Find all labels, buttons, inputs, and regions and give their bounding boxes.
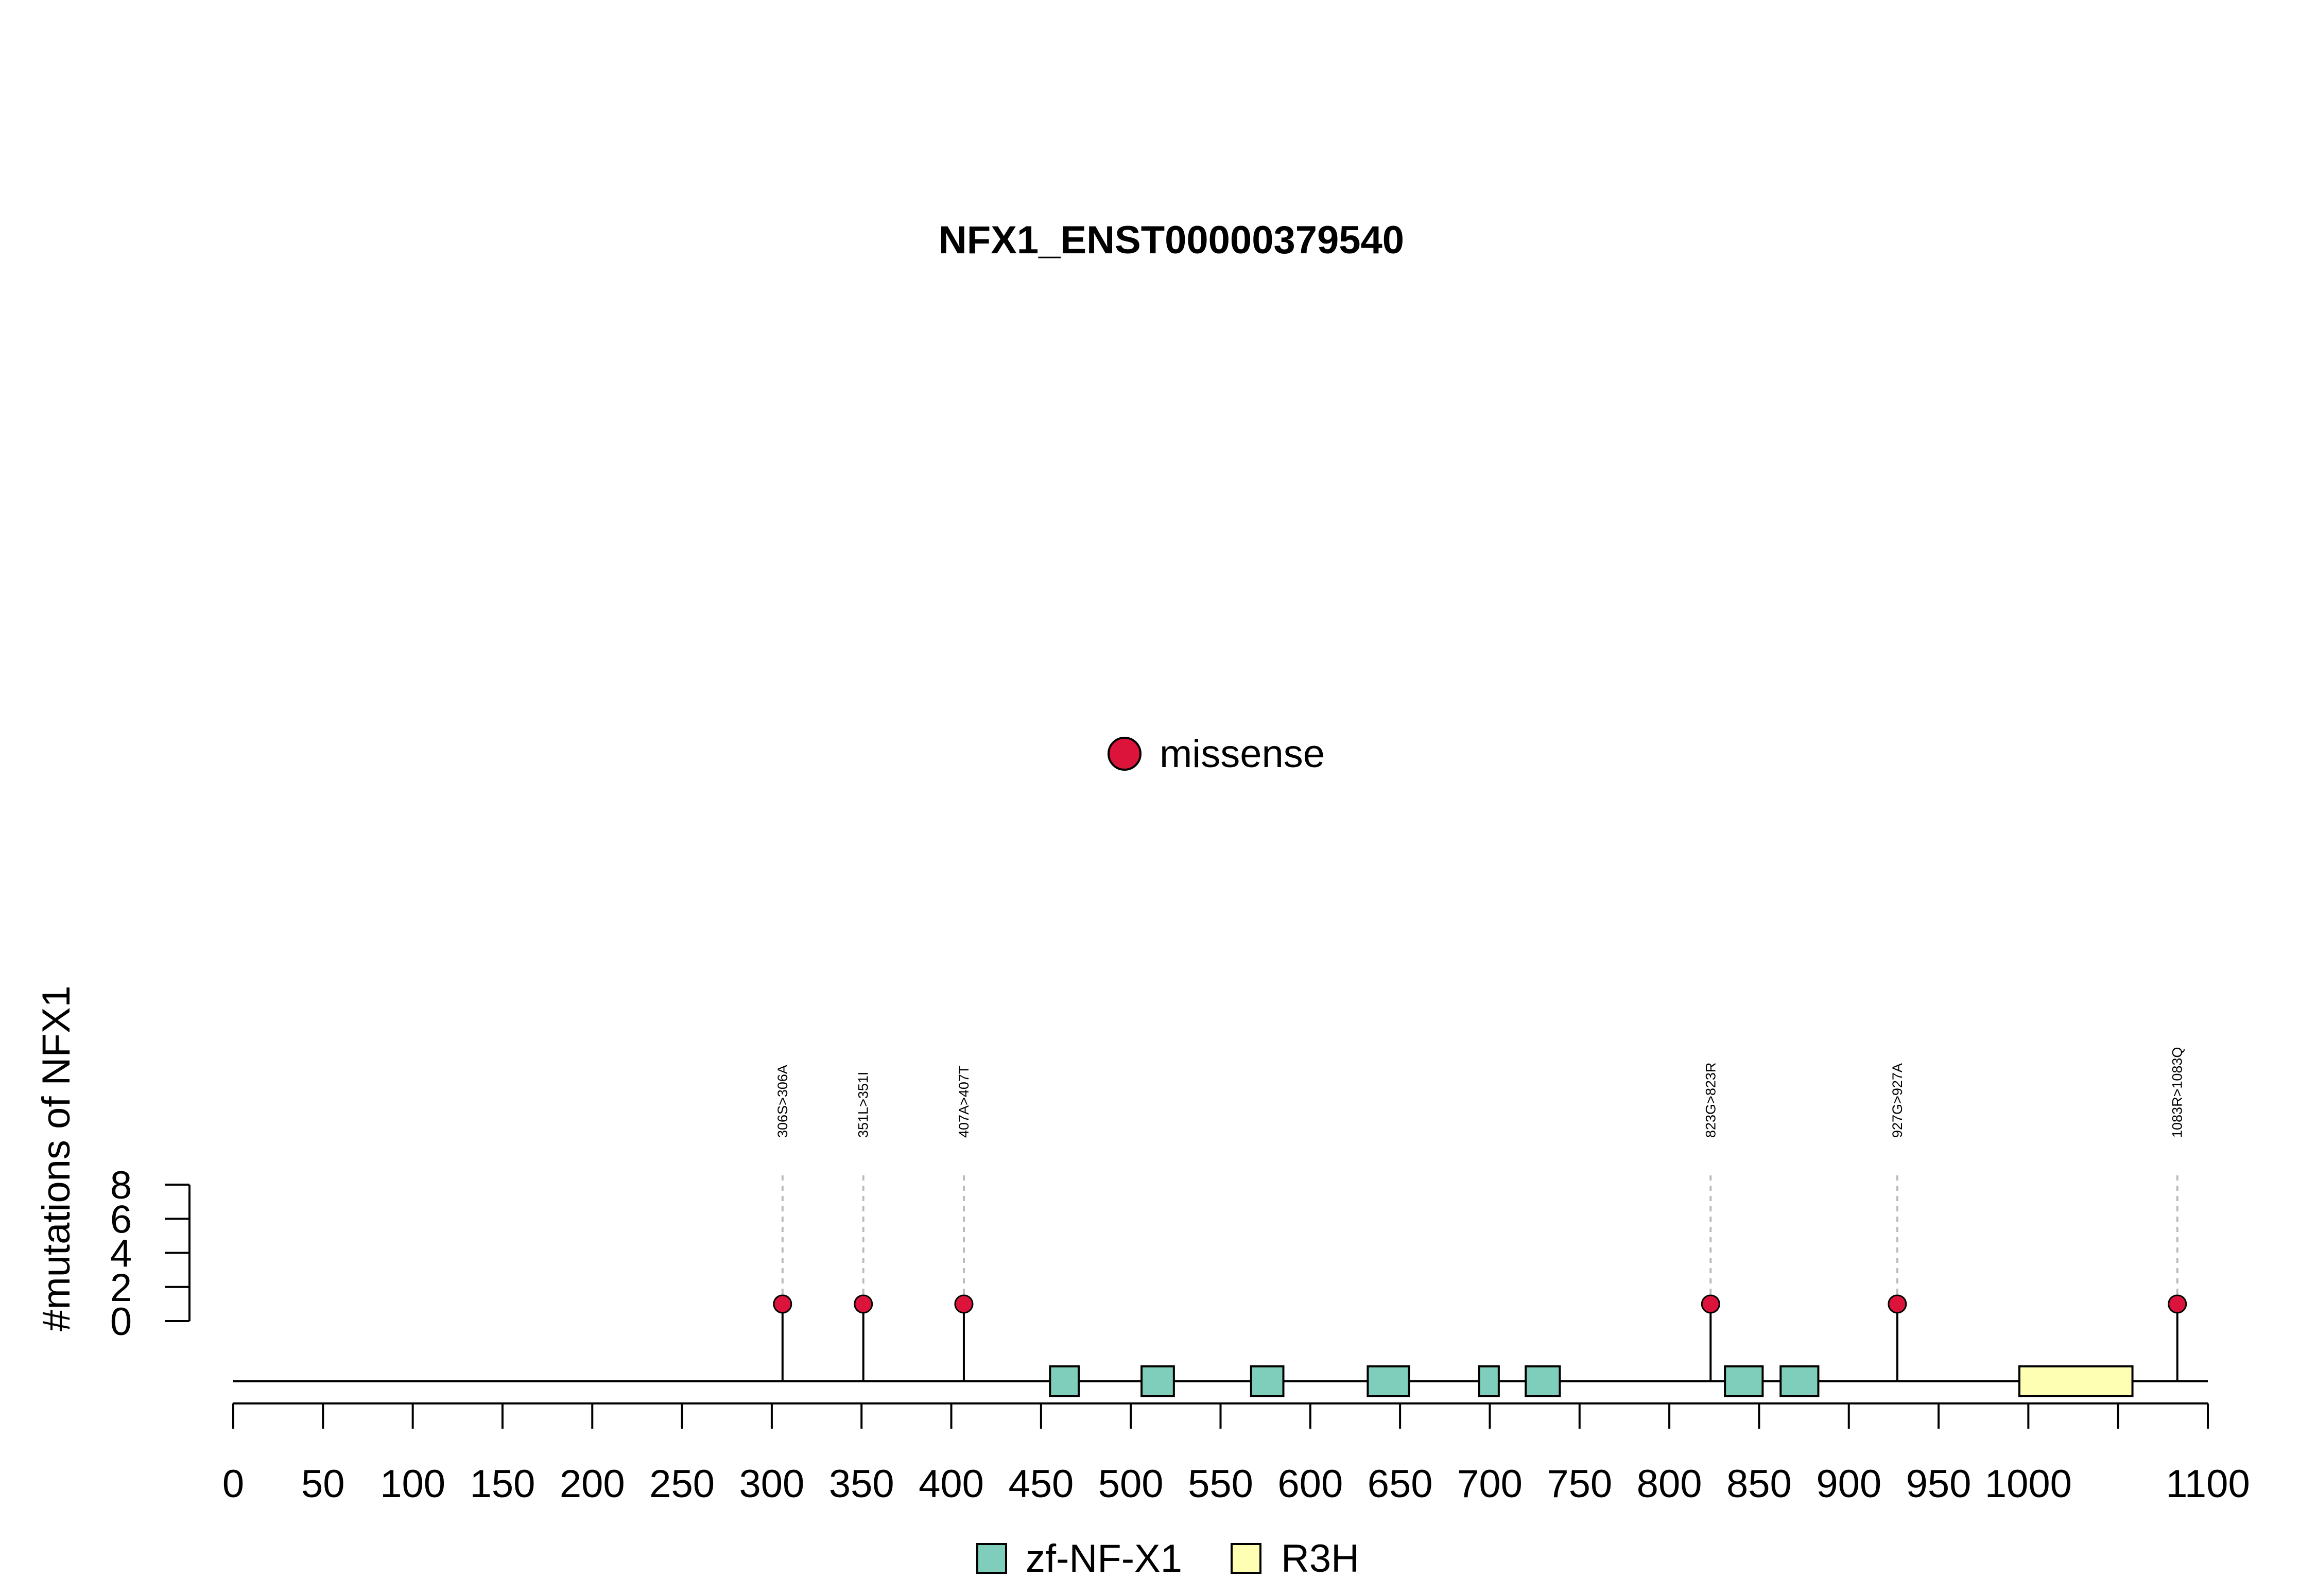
chart-title: NFX1_ENST00000379540 — [939, 218, 1404, 262]
x-tick-label: 700 — [1457, 1462, 1523, 1506]
x-tick-label: 250 — [649, 1462, 715, 1506]
domain-zf-nf-x1 — [1049, 1365, 1080, 1397]
lollipops: 306S>306A 351L>351I 407A>407T 823G>823R 927G… — [773, 1047, 2187, 1381]
mutation-head — [1888, 1294, 1907, 1314]
domain-zf-nf-x1 — [1367, 1365, 1410, 1397]
x-tick-label: 0 — [222, 1462, 244, 1506]
mutation-head — [854, 1294, 873, 1314]
x-tick-label: 800 — [1637, 1462, 1702, 1506]
mutation-label: 1083R>1083Q — [2170, 1047, 2185, 1138]
y-tick-label: 2 — [110, 1266, 132, 1310]
y-tick-label: 6 — [110, 1198, 132, 1241]
r3h-legend-label: R3H — [1281, 1537, 1359, 1581]
x-tick-label: 400 — [919, 1462, 984, 1506]
missense-legend-marker — [1108, 737, 1142, 771]
domain-legend: zf-NF-X1 R3H — [976, 1537, 1359, 1581]
mutation-legend: missense — [1108, 732, 1325, 776]
y-tick-label: 4 — [110, 1232, 132, 1276]
x-tick-label: 550 — [1188, 1462, 1253, 1506]
mutation-head — [2168, 1294, 2187, 1314]
x-tick-label: 950 — [1906, 1462, 1972, 1506]
mutation-label: 407A>407T — [956, 1066, 972, 1138]
mutation-label: 823G>823R — [1703, 1063, 1718, 1138]
y-tick-label: 0 — [110, 1300, 132, 1344]
domain-zf-nf-x1 — [1140, 1365, 1175, 1397]
mutation-head — [1701, 1294, 1720, 1314]
domain-zf-nf-x1 — [1724, 1365, 1764, 1397]
x-tick-label: 600 — [1277, 1462, 1343, 1506]
x-tick-label: 650 — [1368, 1462, 1433, 1506]
r3h-legend-swatch — [1231, 1543, 1261, 1574]
mutation-head — [954, 1294, 974, 1314]
x-tick-label: 500 — [1098, 1462, 1164, 1506]
mutation-head — [773, 1294, 792, 1314]
mutation-label: 351L>351I — [856, 1072, 871, 1138]
domain-zf-nf-x1 — [1478, 1365, 1500, 1397]
domain-zf-nf-x1 — [1779, 1365, 1820, 1397]
x-tick-label: 450 — [1008, 1462, 1074, 1506]
zf-nf-x1-legend-label: zf-NF-X1 — [1026, 1537, 1182, 1581]
x-tick-label: 350 — [829, 1462, 894, 1506]
domain-zf-nf-x1 — [1525, 1365, 1561, 1397]
x-tick-label: 300 — [739, 1462, 805, 1506]
domains — [1049, 1365, 2134, 1397]
mutation-label: 306S>306A — [775, 1065, 790, 1138]
x-tick-label: 150 — [470, 1462, 535, 1506]
x-tick-label: 900 — [1816, 1462, 1881, 1506]
zf-nf-x1-legend-swatch — [976, 1543, 1007, 1574]
x-tick-label: 1000 — [1985, 1462, 2072, 1506]
x-tick-label: 850 — [1726, 1462, 1792, 1506]
x-tick-label: 50 — [301, 1462, 345, 1506]
y-tick-label: 8 — [110, 1164, 132, 1207]
domain-r3h — [2018, 1365, 2134, 1397]
x-tick-label: 200 — [560, 1462, 625, 1506]
x-tick-label: 100 — [380, 1462, 445, 1506]
x-tick-label: 750 — [1547, 1462, 1612, 1506]
missense-legend-label: missense — [1160, 732, 1325, 776]
x-tick-label: 1100 — [2166, 1462, 2250, 1506]
y-axis-title: #mutations of NFX1 — [34, 985, 78, 1331]
x-axis: 0 50 100 150 200 250 300 350 400 450 500 550 600 650 7… — [222, 1402, 2250, 1506]
mutation-label: 927G>927A — [1890, 1063, 1905, 1138]
domain-zf-nf-x1 — [1250, 1365, 1285, 1397]
